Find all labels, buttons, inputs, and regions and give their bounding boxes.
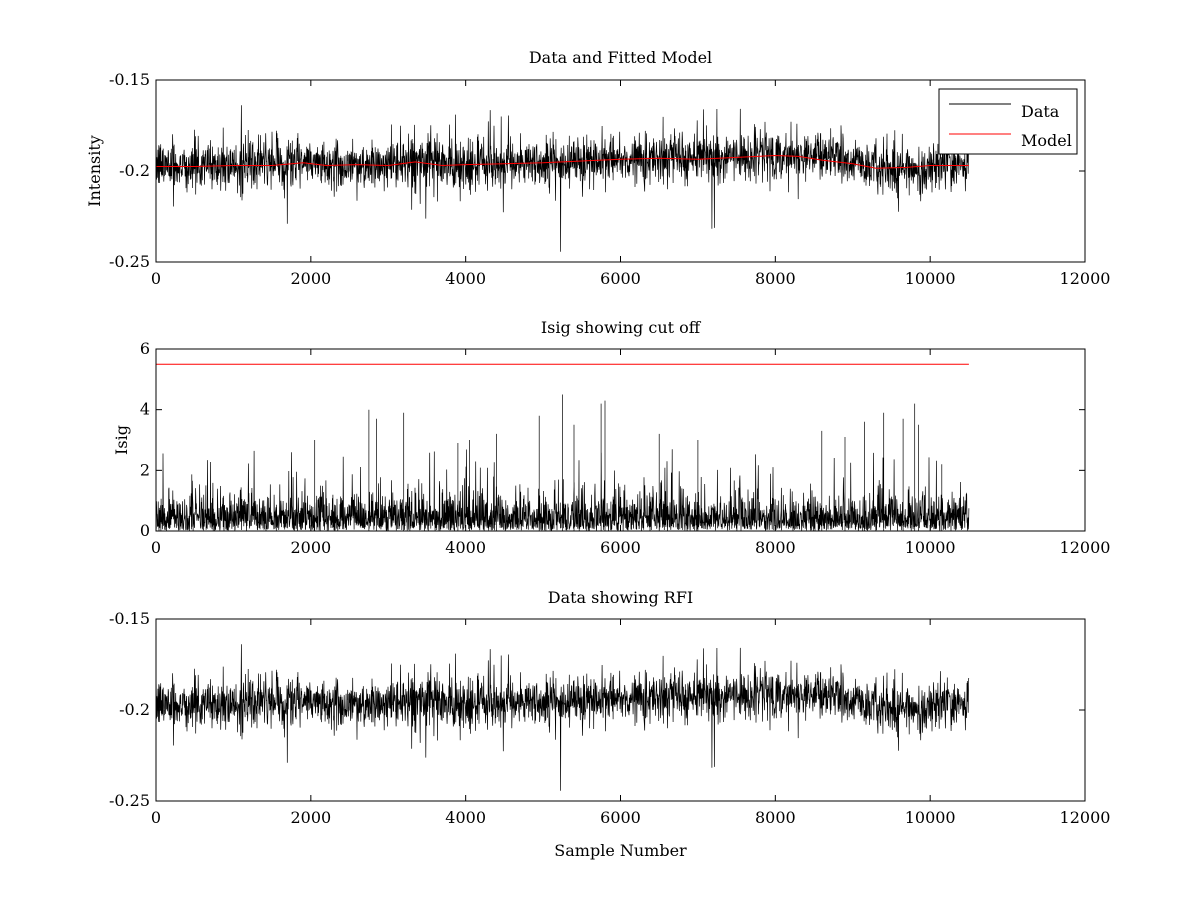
panel2-title: Isig showing cut off [541,318,702,337]
legend-model-label: Model [1021,131,1072,150]
panel1-xtick-label: 4000 [445,269,486,288]
panel1-legend: Data Model [938,88,1078,155]
panel1-ylabel: Intensity [85,135,104,207]
panel3-xtick-label: 6000 [600,808,641,827]
panel3-title: Data showing RFI [548,588,693,607]
panel3-xtick-label: 12000 [1060,808,1111,827]
panel3-data-line [156,644,970,791]
legend-data-label: Data [1021,102,1060,121]
panel2-ytick-label: 4 [140,400,150,419]
panel1-xtick-label: 10000 [905,269,956,288]
panel3-ticks: 0 2000 4000 6000 8000 10000 12000 -0.15 -0.2 -0.2… [109,609,1110,827]
panel2-xtick-label: 4000 [445,538,486,557]
panel1-ytick-label: -0.15 [109,70,150,89]
panel-isig-cutoff: Isig showing cut off Isig 0 2000 4000 6000 8… [112,318,1110,557]
panel3-xlabel: Sample Number [554,841,687,860]
panel1-plot [156,105,970,252]
panel2-xtick-label: 2000 [290,538,331,557]
panel2-plot [156,363,970,531]
panel1-xtick-label: 8000 [755,269,796,288]
panel2-xtick-label: 12000 [1060,538,1111,557]
panel3-ytick-label: -0.2 [119,700,150,719]
panel3-xtick-label: 2000 [290,808,331,827]
panel-data-and-model: Data and Fitted Model Intensity 0 2000 400… [85,48,1110,288]
panel3-xtick-label: 8000 [755,808,796,827]
panel3-xtick-label: 0 [151,808,161,827]
panel2-ytick-label: 6 [140,339,150,358]
panel3-xtick-label: 10000 [905,808,956,827]
panel1-ticks: 0 2000 4000 6000 8000 10000 12000 -0.15 -0.2 -0.2… [109,70,1110,288]
panel2-xtick-label: 10000 [905,538,956,557]
panel1-data-line [156,105,970,252]
panel2-xtick-label: 0 [151,538,161,557]
panel3-ytick-label: -0.25 [109,791,150,810]
panel2-ylabel: Isig [112,425,131,455]
panel3-ytick-label: -0.15 [109,609,150,628]
panel3-plot [156,644,970,791]
panel2-isig-line [156,394,970,531]
panel2-xtick-label: 8000 [755,538,796,557]
panel-data-rfi: Data showing RFI 0 2000 4000 6000 8000 10000 1… [109,588,1110,860]
panel3-xtick-label: 4000 [445,808,486,827]
panel2-ticks: 0 2000 4000 6000 8000 10000 12000 0 2 4 6 [140,339,1111,557]
panel1-xtick-label: 6000 [600,269,641,288]
panel2-frame [155,348,1086,532]
panel1-xtick-label: 12000 [1060,269,1111,288]
panel1-xtick-label: 0 [151,269,161,288]
panel1-ytick-label: -0.2 [119,161,150,180]
panel2-ytick-label: 2 [140,460,150,479]
legend-box [938,88,1078,155]
panel1-title: Data and Fitted Model [529,48,712,67]
panel1-xtick-label: 2000 [290,269,331,288]
panel1-model-line [156,154,969,169]
panel1-frame [155,79,1086,263]
panel1-ytick-label: -0.25 [109,252,150,271]
panel2-xtick-label: 6000 [600,538,641,557]
panel3-frame [155,618,1086,802]
panel2-ytick-label: 0 [140,521,150,540]
